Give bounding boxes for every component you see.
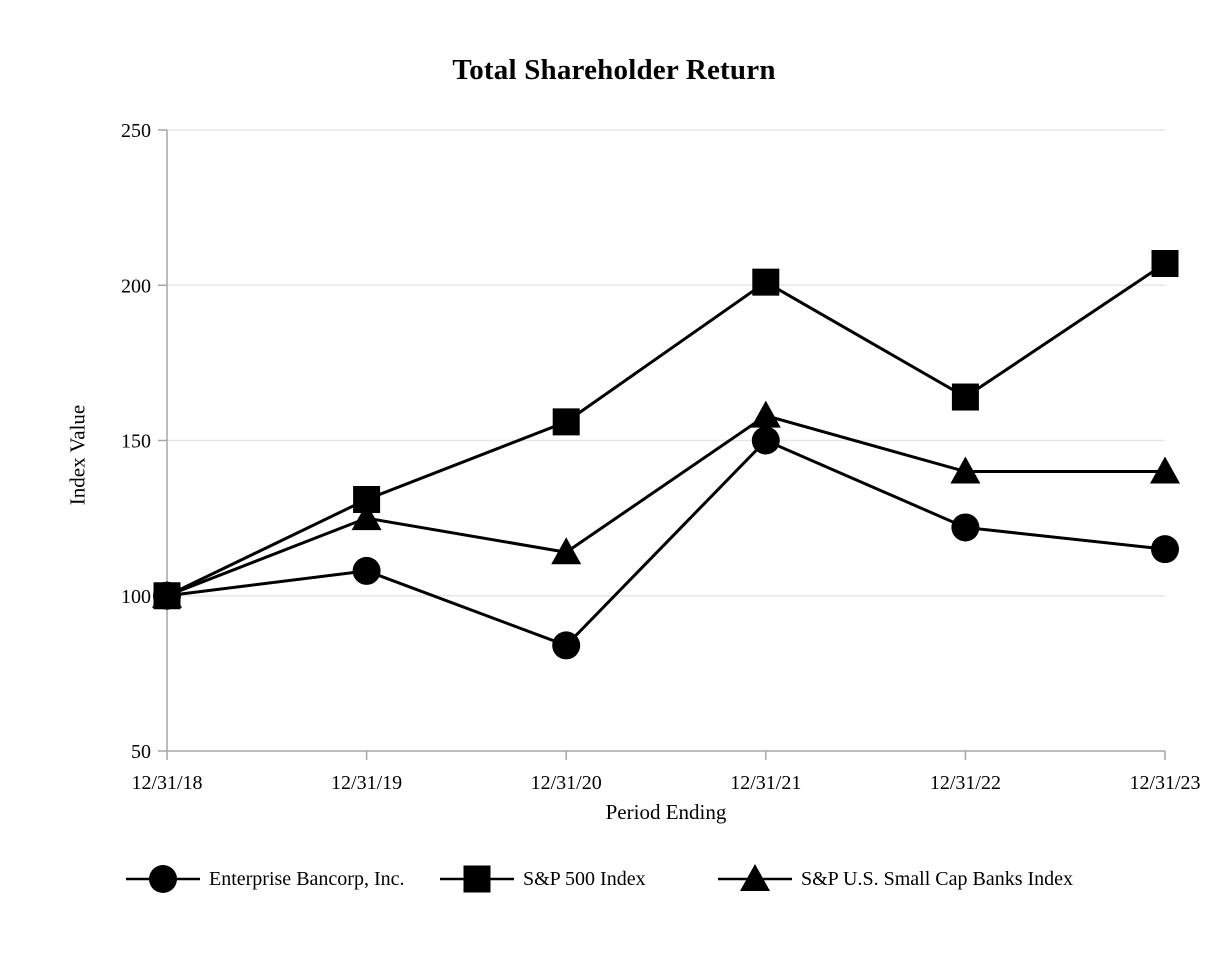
x-tick-label: 12/31/22 [930,772,1001,794]
legend-item: Enterprise Bancorp, Inc. [126,863,404,895]
legend-marker-square [440,865,514,893]
x-tick-label: 12/31/23 [1129,772,1200,794]
legend-item: S&P U.S. Small Cap Banks Index [718,863,1073,895]
data-point-square [353,485,381,513]
legend-marker-shape [149,865,177,893]
series-line-square [166,262,1166,598]
data-point-triangle [950,456,981,484]
data-point-circle [552,631,581,660]
legend-marker-triangle [718,864,792,891]
data-point-triangle [551,537,582,565]
data-point-square [1151,250,1179,278]
series-line-circle [166,438,1166,648]
legend-label: S&P U.S. Small Cap Banks Index [801,868,1074,890]
legend-marker-circle [126,865,200,893]
legend-marker-shape [740,864,770,891]
legend-marker-shape [463,865,491,893]
data-point-triangle [351,503,382,531]
legend-label: Enterprise Bancorp, Inc. [209,868,405,890]
data-point-triangle [1150,456,1180,484]
data-point-square [153,582,181,610]
x-tick-label: 12/31/20 [531,772,602,794]
x-axis-title: Period Ending [605,800,727,824]
series-line-triangle [166,414,1165,598]
y-tick-label: 150 [121,431,151,453]
chart-title: Total Shareholder Return [452,54,776,86]
data-point-square [552,408,580,436]
legend-item: S&P 500 Index [440,863,646,895]
x-tick-label: 12/31/21 [730,772,801,794]
x-tick-label: 12/31/19 [331,772,402,794]
y-tick-label: 250 [121,120,151,142]
data-point-circle [352,556,381,585]
data-point-square [752,268,780,296]
legend-label: S&P 500 Index [523,868,646,890]
data-point-triangle [750,400,781,428]
data-point-circle [951,513,980,542]
data-point-square [951,383,979,411]
data-point-circle [751,426,780,455]
data-point-circle [1151,535,1179,564]
y-tick-label: 100 [121,586,151,608]
x-tick-label: 12/31/18 [131,772,202,794]
y-tick-label: 50 [131,741,151,763]
y-tick-label: 200 [121,275,151,297]
